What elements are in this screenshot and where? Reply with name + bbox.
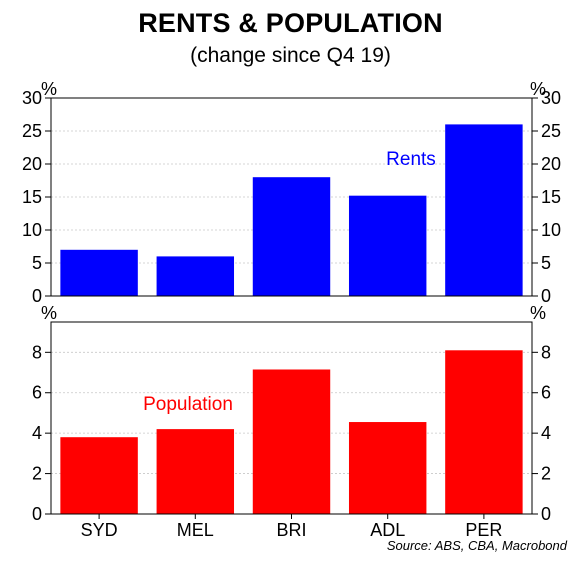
- x-category-label: PER: [465, 520, 502, 540]
- y-unit-right: %: [530, 303, 546, 323]
- y-tick-label: 25: [22, 121, 42, 141]
- y-tick-label: 20: [541, 154, 561, 174]
- y-tick-label: 0: [541, 504, 551, 524]
- y-tick-label: 15: [541, 187, 561, 207]
- bar-rents-adl: [348, 195, 427, 296]
- y-tick-label: 10: [541, 220, 561, 240]
- y-unit-left: %: [41, 79, 57, 99]
- bar-rents-bri: [252, 177, 331, 296]
- y-tick-label: 6: [32, 383, 42, 403]
- bar-rents-syd: [60, 249, 138, 296]
- bar-rents-mel: [156, 256, 235, 296]
- bar-population-per: [445, 350, 523, 514]
- y-tick-label: 2: [32, 464, 42, 484]
- bar-population-adl: [348, 422, 427, 514]
- y-tick-label: 0: [32, 286, 42, 306]
- x-category-label: MEL: [177, 520, 214, 540]
- chart-title: RENTS & POPULATION: [138, 8, 443, 38]
- axes: [45, 97, 538, 519]
- y-unit-right: %: [530, 79, 546, 99]
- chart-subtitle: (change since Q4 19): [190, 44, 391, 67]
- y-tick-label: 8: [541, 342, 551, 362]
- y-unit-left: %: [41, 303, 57, 323]
- y-tick-label: 15: [22, 187, 42, 207]
- bar-population-bri: [252, 369, 331, 514]
- y-tick-label: 10: [22, 220, 42, 240]
- y-tick-label: 30: [22, 88, 42, 108]
- y-tick-label: 30: [541, 88, 561, 108]
- series-label-rents: Rents: [386, 149, 436, 170]
- y-tick-label: 4: [32, 423, 42, 443]
- bar-rents-per: [445, 124, 523, 297]
- y-tick-label: 2: [541, 464, 551, 484]
- source-note: Source: ABS, CBA, Macrobond: [386, 538, 567, 553]
- y-tick-label: 5: [32, 253, 42, 273]
- bar-population-syd: [60, 437, 138, 514]
- y-tick-label: 25: [541, 121, 561, 141]
- x-category-label: SYD: [81, 520, 118, 540]
- y-tick-label: 4: [541, 423, 551, 443]
- y-tick-label: 20: [22, 154, 42, 174]
- y-tick-label: 0: [541, 286, 551, 306]
- y-tick-label: 6: [541, 383, 551, 403]
- y-tick-label: 8: [32, 342, 42, 362]
- y-tick-label: 5: [541, 253, 551, 273]
- x-category-label: BRI: [276, 520, 306, 540]
- bars: [60, 124, 523, 514]
- bar-population-mel: [156, 429, 235, 514]
- series-label-population: Population: [143, 394, 233, 415]
- y-tick-label: 0: [32, 504, 42, 524]
- x-category-label: ADL: [370, 520, 405, 540]
